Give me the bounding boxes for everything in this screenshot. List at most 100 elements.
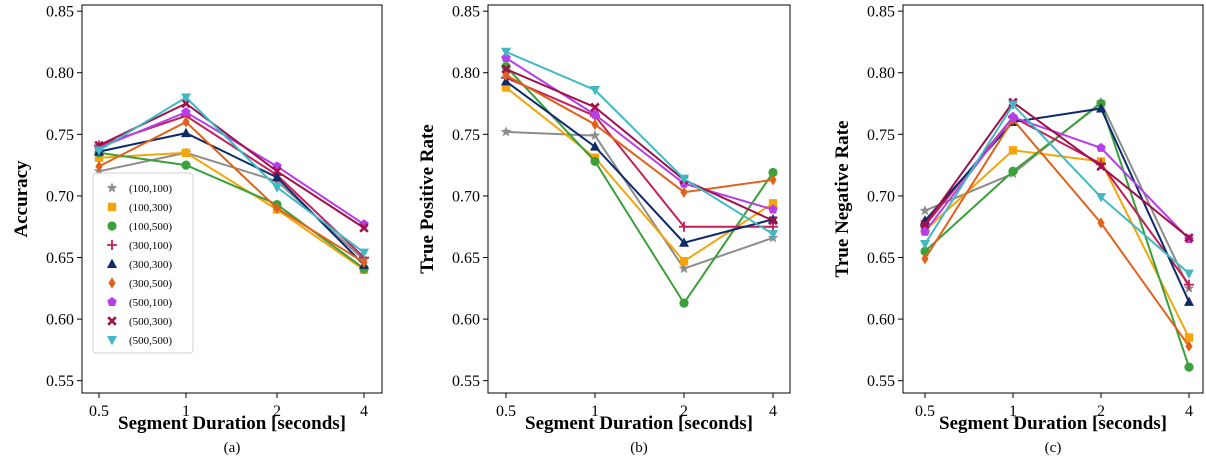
series-(100,100) xyxy=(919,96,1195,293)
y-tick-label: 0.55 xyxy=(867,373,895,390)
data-point xyxy=(181,160,191,170)
data-point xyxy=(359,223,369,233)
data-point xyxy=(679,298,689,308)
y-tick-label: 0.85 xyxy=(452,4,480,21)
series-line xyxy=(924,100,1190,239)
series-line xyxy=(924,101,1190,368)
data-point xyxy=(679,174,689,185)
series-(500,500) xyxy=(920,100,1194,279)
x-tick-label: 0.5 xyxy=(496,403,516,420)
legend-item: (500,300) xyxy=(107,316,172,328)
legend-item: (500,500) xyxy=(107,335,172,347)
x-tick-label: 2 xyxy=(273,403,281,420)
data-point xyxy=(1008,100,1018,111)
legend-label: (500,500) xyxy=(129,335,172,347)
series-line xyxy=(505,130,774,270)
data-point xyxy=(501,47,511,58)
series-(100,300) xyxy=(501,83,778,266)
panel-label: (c) xyxy=(1045,440,1062,456)
legend-label: (100,300) xyxy=(129,202,172,214)
series-(100,300) xyxy=(920,146,1194,342)
panel-label: (a) xyxy=(224,440,241,456)
data-point xyxy=(591,118,599,131)
legend-item: (100,300) xyxy=(107,202,172,214)
data-point xyxy=(1096,161,1106,172)
data-point xyxy=(501,64,511,74)
series-(500,500) xyxy=(501,47,778,240)
legend-item: (300,500) xyxy=(108,277,172,290)
y-tick-label: 0.55 xyxy=(452,373,480,390)
data-point xyxy=(1184,269,1194,279)
series-line xyxy=(505,74,774,194)
legend-item: (100,100) xyxy=(106,182,172,195)
data-point xyxy=(94,153,104,162)
series-line xyxy=(924,117,1190,347)
data-point xyxy=(590,85,600,96)
series-(500,500) xyxy=(94,93,369,258)
y-tick-label: 0.80 xyxy=(452,65,480,82)
data-point xyxy=(679,221,689,232)
data-point xyxy=(1096,103,1106,113)
data-point xyxy=(920,239,930,250)
x-tick-label: 2 xyxy=(1097,403,1105,420)
data-point xyxy=(1097,217,1105,229)
data-point xyxy=(1184,362,1194,372)
y-tick-label: 0.70 xyxy=(46,188,74,205)
series-line xyxy=(505,76,773,228)
data-point xyxy=(500,126,512,137)
legend-box xyxy=(92,172,194,354)
data-point xyxy=(768,213,778,224)
data-point xyxy=(501,52,511,63)
series-line xyxy=(505,50,774,235)
legend: (100,100) (100,300) (100,500) (300,100) (300… xyxy=(92,172,194,354)
series-line xyxy=(98,111,365,226)
data-point xyxy=(1008,112,1018,122)
data-point xyxy=(921,253,929,265)
data-point xyxy=(680,186,688,198)
x-tick-label: 0.5 xyxy=(915,403,935,420)
series-line xyxy=(505,57,774,211)
y-tick-label: 0.80 xyxy=(867,65,895,82)
data-point xyxy=(182,116,190,128)
legend-marker xyxy=(107,258,117,268)
data-point xyxy=(919,205,931,216)
series-line xyxy=(924,107,1190,303)
chart-panel-b: 0.55 0.60 0.65 0.70 0.75 0.80 0.85 0.5 1 2 4 Segmen… xyxy=(417,4,791,456)
y-tick-label: 0.55 xyxy=(46,373,74,390)
data-point xyxy=(501,83,511,92)
y-tick-label: 0.70 xyxy=(452,188,480,205)
x-tick-label: 4 xyxy=(1185,403,1193,420)
data-point xyxy=(590,156,600,167)
y-tick-label: 0.80 xyxy=(46,65,74,82)
legend-marker xyxy=(106,182,118,193)
legend-marker xyxy=(108,277,116,289)
legend-marker xyxy=(107,336,117,346)
data-point xyxy=(590,141,600,151)
legend-marker xyxy=(107,202,117,212)
data-point xyxy=(181,127,191,138)
data-point xyxy=(768,204,778,214)
y-tick-label: 0.85 xyxy=(46,4,74,21)
data-point xyxy=(272,166,282,177)
data-point xyxy=(768,221,778,232)
y-axis-label: True Negative Rate xyxy=(832,121,853,278)
y-tick-label: 0.65 xyxy=(452,250,480,267)
data-point xyxy=(768,215,778,226)
x-tick-label: 2 xyxy=(680,403,688,420)
y-tick-label: 0.60 xyxy=(452,312,480,329)
y-tick-label: 0.75 xyxy=(46,127,74,144)
legend-marker xyxy=(107,316,117,326)
data-point xyxy=(272,172,282,182)
data-point xyxy=(679,237,689,247)
data-point xyxy=(360,256,368,269)
series-line xyxy=(98,151,365,271)
x-tick-label: 4 xyxy=(360,403,368,420)
axes-frame xyxy=(81,4,383,394)
data-point xyxy=(920,226,930,236)
series-line xyxy=(505,86,774,263)
data-point xyxy=(181,148,191,158)
y-tick-label: 0.85 xyxy=(867,4,895,21)
data-point xyxy=(1184,233,1194,243)
y-tick-label: 0.60 xyxy=(867,312,895,329)
